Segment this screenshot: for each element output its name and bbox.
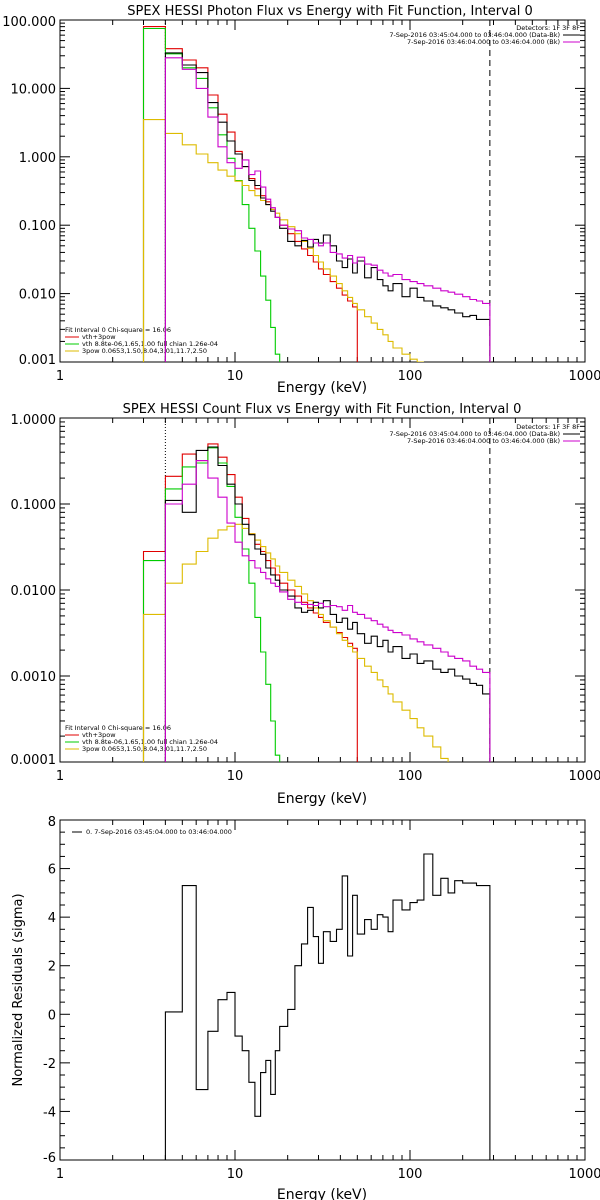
count-flux-plot-frame xyxy=(59,417,586,763)
photon-flux-series-data-bk xyxy=(164,52,491,362)
photon-flux-y-tick-label: 0.100 xyxy=(19,219,56,234)
residuals-y-tick-label: 4 xyxy=(48,911,56,926)
photon-flux-vth-label: vth 8.8te-06,1.65,1.00 full chian 1.26e-… xyxy=(82,340,218,348)
photon-flux-3pow-label: 3pow 0.0653,1.50,8.04,3.01,11.7,2.50 xyxy=(82,347,207,355)
photon-flux-y-tick-label: 100.000 xyxy=(2,15,56,30)
photon-flux-x-tick-label: 10 xyxy=(227,369,244,384)
count-flux-x-tick-label: 10 xyxy=(227,769,244,784)
count-flux-x-axis-label: Energy (keV) xyxy=(277,791,367,807)
residuals-y-tick-label: 2 xyxy=(48,960,56,975)
count-flux-3pow-label: 3pow 0.0653,1.50,8.04,3.01,11.7,2.50 xyxy=(82,745,207,753)
count-flux-top-legend: Detectors: 1F 3F 8F 7-Sep-2016 03:45:04.… xyxy=(389,423,580,445)
photon-flux-x-tick-label: 100 xyxy=(398,369,423,384)
residuals-x-axis-label: Energy (keV) xyxy=(277,1187,367,1200)
count-flux-x-tick-label: 1 xyxy=(56,769,64,784)
photon-flux-series-vth-3pow xyxy=(142,26,358,362)
photon-flux-panel: SPEX HESSI Photon Flux vs Energy with Fi… xyxy=(2,4,600,396)
count-flux-bk-label: 7-Sep-2016 03:46:04.000 to 03:46:04.000 … xyxy=(407,437,560,445)
photon-flux-fit-interval-label: Fit Interval 0 Chi-square = 16.06 xyxy=(65,326,171,334)
count-flux-series-vth xyxy=(142,447,281,762)
residuals-y-tick-label: 6 xyxy=(48,863,56,878)
photon-flux-y-tick-label: 1.000 xyxy=(19,151,56,166)
count-flux-title: SPEX HESSI Count Flux vs Energy with Fit… xyxy=(123,402,522,417)
residuals-series-0-7-sep-2016-03-45-04-000-to-03-46-04-000 xyxy=(164,853,491,1160)
count-flux-y-tick-label: 0.0100 xyxy=(11,584,57,599)
residuals-y-tick-label: -2 xyxy=(43,1057,56,1072)
photon-flux-y-tick-label: 0.010 xyxy=(19,288,56,303)
count-flux-panel: SPEX HESSI Count Flux vs Energy with Fit… xyxy=(11,402,600,807)
photon-flux-title: SPEX HESSI Photon Flux vs Energy with Fi… xyxy=(127,4,533,19)
residuals-plot-frame xyxy=(59,819,586,1161)
photon-flux-data-bk-label: 7-Sep-2016 03:45:04.000 to 03:46:04.000 … xyxy=(389,31,560,39)
residuals-x-tick-label: 10 xyxy=(227,1167,244,1182)
photon-flux-top-legend: Detectors: 1F 3F 8F 7-Sep-2016 03:45:04.… xyxy=(389,24,580,46)
residuals-panel: Energy (keV) Normalized Residuals (sigma… xyxy=(11,815,600,1200)
residuals-y-axis-label: Normalized Residuals (sigma) xyxy=(11,893,26,1086)
residuals-y-tick-label: -6 xyxy=(43,1151,56,1166)
photon-flux-y-tick-label: 10.000 xyxy=(11,82,57,97)
count-flux-vth3pow-label: vth+3pow xyxy=(82,731,116,739)
residuals-y-tick-label: 8 xyxy=(48,815,56,830)
photon-flux-series-bk xyxy=(164,57,491,362)
count-flux-series-bk xyxy=(164,460,491,762)
count-flux-series-3pow xyxy=(142,523,449,762)
count-flux-y-tick-label: 1.0000 xyxy=(11,413,57,428)
photon-flux-y-tick-label: 0.001 xyxy=(19,353,56,368)
residuals-x-tick-label: 1 xyxy=(56,1167,64,1182)
count-flux-x-tick-label: 1000 xyxy=(568,769,600,784)
count-flux-series-vth-3pow xyxy=(142,443,358,762)
photon-flux-detectors-label: Detectors: 1F 3F 8F xyxy=(516,24,580,32)
count-flux-data-bk-label: 7-Sep-2016 03:45:04.000 to 03:46:04.000 … xyxy=(389,430,560,438)
residuals-x-tick-label: 100 xyxy=(398,1167,423,1182)
count-flux-series-data-bk xyxy=(164,446,491,762)
photon-flux-plot-frame xyxy=(59,19,586,363)
residuals-y-tick-label: -4 xyxy=(43,1105,56,1120)
photon-flux-fit-legend: Fit Interval 0 Chi-square = 16.06 vth+3p… xyxy=(65,326,218,355)
photon-flux-bk-label: 7-Sep-2016 03:46:04.000 to 03:46:04.000 … xyxy=(407,38,560,46)
photon-flux-series-vth xyxy=(142,27,281,362)
photon-flux-x-axis-label: Energy (keV) xyxy=(277,380,367,396)
count-flux-y-tick-label: 0.0001 xyxy=(11,753,57,768)
photon-flux-x-tick-label: 1000 xyxy=(568,369,600,384)
count-flux-fit-legend: Fit Interval 0 Chi-square = 16.06 vth+3p… xyxy=(65,724,218,753)
residuals-x-tick-label: 1000 xyxy=(568,1167,600,1182)
residuals-legend-label: 0. 7-Sep-2016 03:45:04.000 to 03:46:04.0… xyxy=(86,828,232,836)
count-flux-fit-interval-label: Fit Interval 0 Chi-square = 16.06 xyxy=(65,724,171,732)
photon-flux-series-3pow xyxy=(142,119,424,362)
count-flux-detectors-label: Detectors: 1F 3F 8F xyxy=(516,423,580,431)
count-flux-y-tick-label: 0.0010 xyxy=(11,670,57,685)
count-flux-vth-label: vth 8.8te-06,1.65,1.00 full chian 1.26e-… xyxy=(82,738,218,746)
residuals-y-tick-label: 0 xyxy=(48,1008,56,1023)
photon-flux-vth3pow-label: vth+3pow xyxy=(82,333,116,341)
count-flux-x-tick-label: 100 xyxy=(398,769,423,784)
count-flux-y-tick-label: 0.1000 xyxy=(11,498,57,513)
photon-flux-x-tick-label: 1 xyxy=(56,369,64,384)
